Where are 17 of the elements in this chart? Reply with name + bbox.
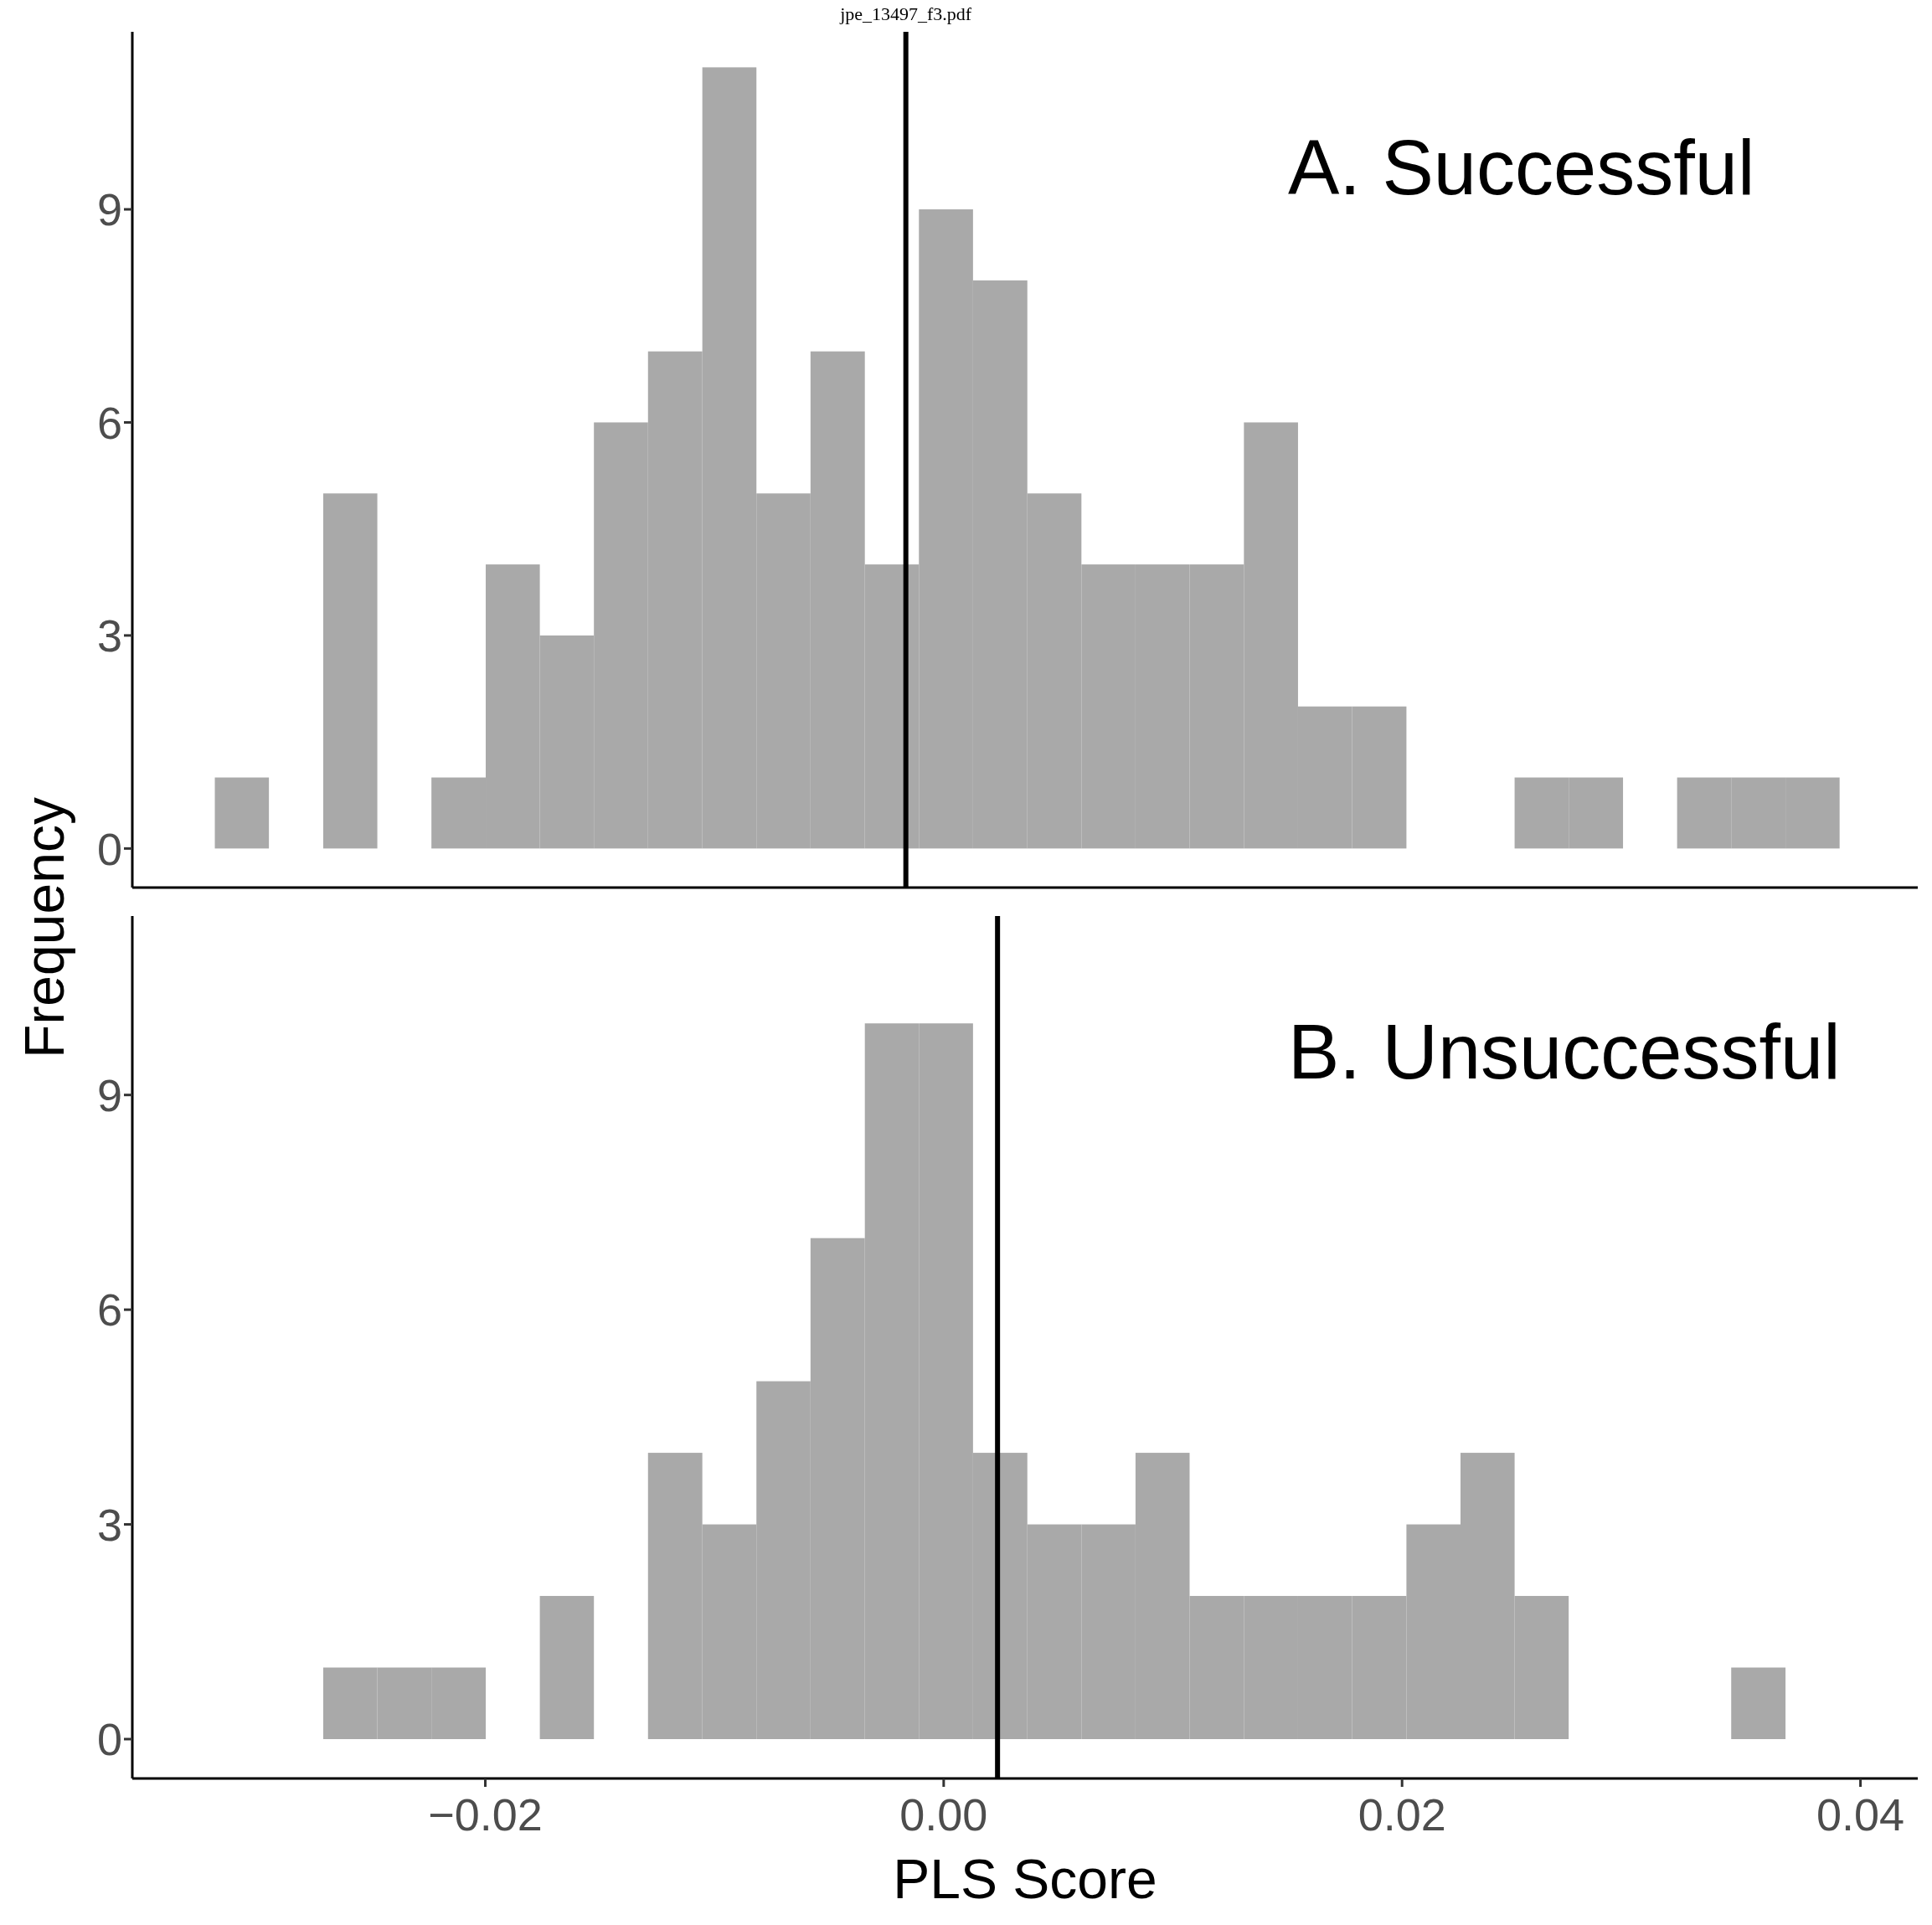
x-tick-label: 0.02 [1358,1789,1446,1840]
y-axis-title: Frequency [13,796,76,1060]
y-tick-label: 3 [96,610,122,661]
x-tick-label: −0.02 [428,1789,543,1840]
y-tick-label: 3 [96,1499,122,1550]
x-axis-title: PLS Score [892,1847,1158,1912]
y-tick-label: 6 [96,397,122,448]
y-tick-label: 0 [96,1714,122,1765]
y-tick-label: 6 [96,1284,122,1336]
text: jpe_13497_f3.pdf [838,3,973,25]
x-tick-label: 0.00 [899,1789,988,1840]
annotation: B. Unsuccessful [1288,1008,1841,1096]
y-tick-label: 9 [96,184,122,235]
annotation: A. Successful [1288,124,1755,212]
y-tick-label: 0 [96,823,122,874]
x-tick-label: 0.04 [1816,1789,1905,1840]
y-tick-label: 9 [96,1069,122,1120]
